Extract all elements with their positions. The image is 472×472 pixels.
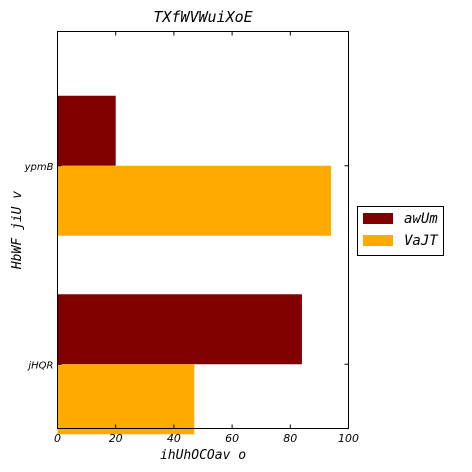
bar-VaJT-ypmB xyxy=(57,165,332,236)
legend-swatch-VaJT xyxy=(363,235,393,246)
chart-title: TXfWVWuiXoE xyxy=(153,8,252,26)
x-tick-label: 80 xyxy=(283,432,297,445)
bar-VaJT-jHQR xyxy=(57,364,195,435)
y-axis-label: HbWF jiU v xyxy=(10,191,25,270)
plot-area xyxy=(57,95,332,435)
bar-awUm-jHQR xyxy=(57,294,302,365)
x-axis-label: ihUhOCOav o xyxy=(160,448,246,463)
legend-swatch-awUm xyxy=(363,213,393,224)
category-label: jHQR xyxy=(26,360,53,371)
plot-frame xyxy=(57,31,349,429)
x-tick-label: 100 xyxy=(338,432,359,445)
y-axis: ypmB jHQR xyxy=(24,162,349,371)
x-tick-label: 60 xyxy=(225,432,239,445)
legend: awUm VaJT xyxy=(357,206,444,256)
legend-label: VaJT xyxy=(404,233,439,249)
x-tick-label: 40 xyxy=(167,432,181,445)
bar-awUm-ypmB xyxy=(57,95,116,166)
category-label: ypmB xyxy=(24,162,54,173)
legend-label: awUm xyxy=(404,211,438,227)
x-tick-label: 0 xyxy=(54,432,61,445)
x-tick-label: 20 xyxy=(109,432,123,445)
x-axis: 0 20 40 60 80 100 xyxy=(54,31,359,445)
